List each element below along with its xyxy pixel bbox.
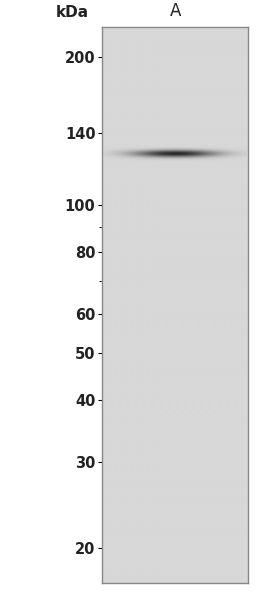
Text: A: A: [170, 2, 181, 20]
Text: kDa: kDa: [56, 5, 89, 20]
